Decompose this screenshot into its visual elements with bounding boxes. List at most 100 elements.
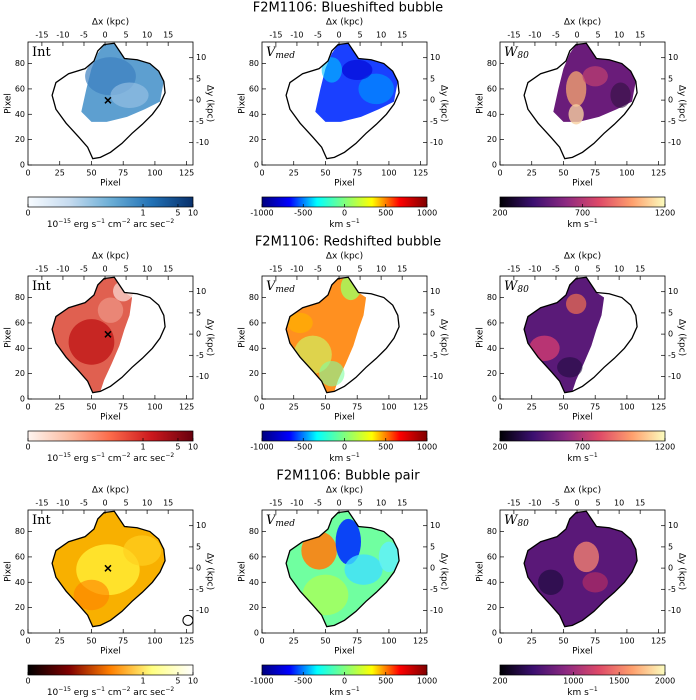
map-patch [321, 57, 342, 83]
y2-axis-label: Δy (kpc) [439, 85, 449, 122]
colorbar-tick-label: 500 [378, 443, 393, 452]
y-tick-label: 0 [20, 161, 25, 170]
y-axis-label: Pixel [4, 327, 14, 348]
galaxy-outline [523, 276, 638, 394]
unit-base: km s [329, 688, 351, 698]
y2-tick-label: 5 [668, 308, 673, 317]
x-tick-label: 25 [527, 637, 537, 646]
x-tick-label: 25 [289, 637, 299, 646]
y-axis-label: Pixel [238, 561, 248, 582]
colorbar-tick-label: 1000 [417, 209, 437, 218]
colorbar-tick-label: 1 [140, 209, 145, 218]
y-tick-label: 60 [249, 84, 259, 93]
y2-tick-label: -5 [668, 351, 676, 360]
y2-axis-label: Δy (kpc) [205, 85, 215, 122]
y-tick-label: 60 [15, 84, 25, 93]
colorbar-tick-label: 200 [492, 677, 507, 686]
y2-tick-label: 10 [430, 521, 440, 530]
unit-base: 10 [47, 220, 59, 230]
unit-base: arc sec [130, 220, 165, 230]
x-tick-label: 75 [352, 637, 362, 646]
y-tick-label: 40 [487, 344, 497, 353]
colorbar-tick-label: 500 [378, 677, 393, 686]
x-tick-label: 75 [590, 637, 600, 646]
y2-tick-label: 5 [668, 542, 673, 551]
x-axis-label: Pixel [100, 413, 121, 423]
galaxy-outline [523, 510, 638, 628]
y-tick-label: 20 [487, 369, 497, 378]
map-patch [565, 293, 587, 315]
y2-tick-label: 0 [196, 330, 201, 339]
x-tick-label: 25 [55, 637, 65, 646]
y-tick-label: 40 [249, 110, 259, 119]
galaxy-outline [285, 276, 400, 394]
panel-label: Vmed [266, 45, 295, 61]
x-tick-label: 25 [527, 403, 537, 412]
row-title: F2M1106: Redshifted bubble [255, 235, 441, 250]
unit-base: 10 [47, 688, 59, 698]
x-tick-label: 0 [259, 403, 264, 412]
x-axis-label: Pixel [572, 647, 593, 657]
plot-frame [499, 509, 666, 634]
panel-label-sub: 80 [517, 51, 529, 61]
unit-base: erg s [71, 688, 97, 698]
y-tick-label: 40 [487, 578, 497, 587]
x2-tick-label: 10 [614, 265, 624, 274]
y2-tick-label: -5 [196, 117, 204, 126]
y2-tick-label: 0 [668, 330, 673, 339]
x2-tick-label: 10 [376, 499, 386, 508]
panel-label-main: Int [32, 279, 52, 294]
colorbar-tick-label: -500 [294, 443, 312, 452]
map-patch [582, 66, 608, 87]
unit-base: km s [329, 220, 351, 230]
map-patch [287, 312, 313, 334]
y-axis-label: Pixel [238, 93, 248, 114]
colorbar-tick-label: 200 [492, 443, 507, 452]
map-patch [123, 535, 162, 566]
x-tick-label: 50 [320, 169, 330, 178]
x-axis-label: Pixel [100, 179, 121, 189]
y-axis-label: Pixel [476, 327, 486, 348]
x-tick-label: 25 [289, 169, 299, 178]
x-tick-label: 25 [527, 169, 537, 178]
map-patch [73, 579, 110, 611]
x2-tick-label: 0 [102, 31, 107, 40]
y-tick-label: 40 [15, 110, 25, 119]
x2-tick-label: 15 [397, 265, 407, 274]
y2-tick-label: 5 [196, 308, 201, 317]
colorbar-units: km s−1 [567, 686, 598, 698]
panel-label: W80 [504, 513, 529, 529]
y-axis-label: Pixel [476, 93, 486, 114]
x-axis-label: Pixel [572, 413, 593, 423]
map-patch [97, 297, 124, 323]
x-tick-label: 75 [118, 169, 128, 178]
map-image [52, 277, 134, 393]
unit-base: km s [567, 454, 589, 464]
colorbar-units: 10−15 erg s−1 cm−2 arc sec−2 [47, 452, 175, 464]
beam-marker [182, 614, 194, 626]
colorbar-units: km s−1 [567, 452, 598, 464]
x2-tick-label: 5 [124, 31, 129, 40]
x-tick-label: 100 [147, 169, 162, 178]
y-tick-label: 60 [487, 552, 497, 561]
x-tick-label: 100 [619, 169, 634, 178]
y-tick-label: 60 [249, 318, 259, 327]
x-tick-label: 125 [179, 169, 194, 178]
map-patch [358, 73, 395, 105]
x2-tick-label: -10 [528, 31, 541, 40]
x2-tick-label: 15 [635, 499, 645, 508]
unit-exponent: −2 [122, 218, 131, 225]
colorbar-units: km s−1 [329, 452, 360, 464]
x2-tick-label: 0 [574, 499, 579, 508]
x-tick-label: 100 [381, 403, 396, 412]
x2-tick-label: 15 [163, 499, 173, 508]
map-image [81, 43, 164, 122]
plot-frame [499, 275, 666, 400]
x2-tick-label: 5 [358, 499, 363, 508]
x-tick-label: 50 [558, 637, 568, 646]
colorbar-tick-label: -1000 [250, 677, 273, 686]
x-axis-label: Pixel [334, 179, 355, 189]
colorbar-tick-label: 2000 [655, 677, 675, 686]
